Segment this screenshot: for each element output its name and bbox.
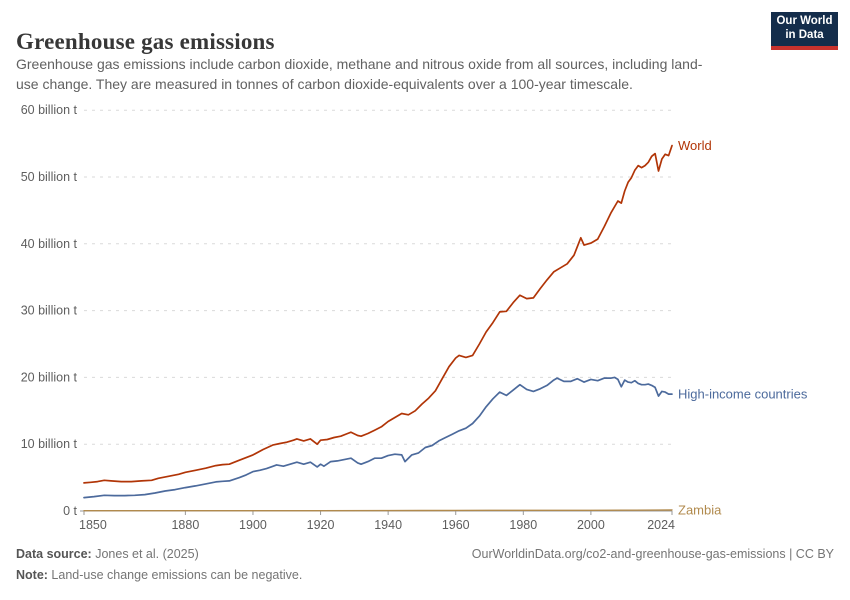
y-tick-label-10: 10 billion t [21, 437, 78, 451]
series-label-high-income-countries[interactable]: High-income countries [678, 387, 808, 402]
x-tick-label-1900: 1900 [239, 518, 267, 532]
data-source-label: Data source: [16, 547, 92, 561]
y-tick-label-0: 0 t [63, 504, 77, 518]
line-zambia[interactable] [83, 509, 673, 512]
x-tick-label-2024: 2024 [647, 518, 675, 532]
chart-subtitle: Greenhouse gas emissions include carbon … [16, 56, 703, 93]
series-label-zambia[interactable]: Zambia [678, 502, 722, 517]
emissions-line-chart[interactable]: 0 t 10 billion t 20 billion t 30 billion t 4… [0, 100, 850, 545]
note-line: Note: Land-use change emissions can be n… [16, 568, 302, 582]
line-world[interactable] [83, 144, 673, 484]
owid-logo[interactable]: Our World in Data [771, 12, 838, 50]
note-label: Note: [16, 568, 48, 582]
x-tick-label-1880: 1880 [171, 518, 199, 532]
y-tick-label-40: 40 billion t [21, 237, 78, 251]
y-tick-label-30: 30 billion t [21, 304, 78, 318]
x-tick-label-1980: 1980 [509, 518, 537, 532]
owid-logo-line1: Our World [776, 15, 833, 28]
owid-logo-line2: in Data [785, 29, 824, 41]
x-tick-label-2000: 2000 [577, 518, 605, 532]
page-title: Greenhouse gas emissions [16, 29, 275, 55]
x-tick-label-1960: 1960 [442, 518, 470, 532]
data-source-link[interactable]: Jones et al. (2025) [91, 547, 199, 561]
note-text: Land-use change emissions can be negativ… [47, 568, 303, 582]
series-label-world[interactable]: World [678, 138, 712, 153]
y-tick-label-60: 60 billion t [21, 103, 78, 117]
x-tick-label-1920: 1920 [307, 518, 335, 532]
x-tick-label-1850: 1850 [79, 518, 107, 532]
line-high-income-countries[interactable] [83, 376, 673, 499]
y-tick-label-50: 50 billion t [21, 170, 78, 184]
canonical-url[interactable]: OurWorldinData.org/co2-and-greenhouse-ga… [471, 547, 834, 561]
y-tick-label-20: 20 billion t [21, 370, 78, 384]
x-tick-label-1940: 1940 [374, 518, 402, 532]
data-source-line: Data source: Jones et al. (2025) [16, 547, 199, 561]
